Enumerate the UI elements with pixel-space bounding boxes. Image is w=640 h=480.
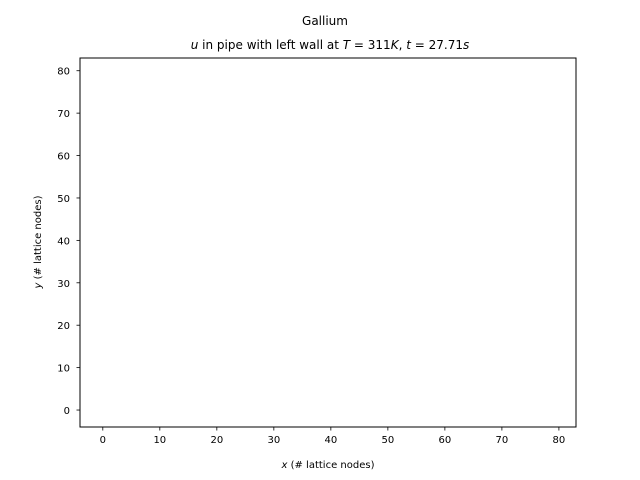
x-axis-label-variable: x <box>281 460 288 471</box>
y-axis-label-variable: y <box>33 281 44 289</box>
x-tick-label: 20 <box>210 435 223 446</box>
y-tick-label: 70 <box>57 109 70 120</box>
x-tick-label: 70 <box>496 435 509 446</box>
y-tick-label: 60 <box>57 152 70 163</box>
subtitle-separator: , <box>399 38 407 52</box>
y-tick-label: 0 <box>64 406 70 417</box>
plot-area <box>79 57 577 428</box>
y-tick-label: 30 <box>57 279 70 290</box>
y-tick-label: 50 <box>57 194 70 205</box>
y-axis-ticks: 0 10 20 30 40 50 60 70 80 <box>57 67 80 417</box>
y-axis-label-text: (# lattice nodes) <box>33 195 44 282</box>
x-tick-label: 60 <box>439 435 452 446</box>
subtitle-time-unit: s <box>463 38 469 52</box>
y-tick-label: 10 <box>57 364 70 375</box>
y-tick-label: 80 <box>57 67 70 78</box>
subtitle-time-value: = 27.71 <box>411 38 463 52</box>
x-tick-label: 50 <box>381 435 394 446</box>
y-axis-label: y (# lattice nodes) <box>33 195 44 289</box>
subtitle-variable: u <box>191 38 199 52</box>
subtitle-temperature-unit: K <box>391 38 400 52</box>
x-axis-label-text: (# lattice nodes) <box>287 460 374 471</box>
x-tick-label: 40 <box>324 435 337 446</box>
x-tick-label: 10 <box>153 435 166 446</box>
subtitle-temperature-value: = 311 <box>350 38 391 52</box>
x-axis-label: x (# lattice nodes) <box>281 460 375 471</box>
x-tick-label: 80 <box>553 435 566 446</box>
y-tick-label: 40 <box>57 236 70 247</box>
chart-subtitle: u in pipe with left wall at T = 311K, t … <box>191 38 469 52</box>
x-axis-ticks: 0 10 20 30 40 50 60 70 80 <box>100 427 566 446</box>
subtitle-temperature-symbol: T <box>343 38 352 52</box>
subtitle-middle-text: in pipe with left wall at <box>198 38 342 52</box>
chart-title: Gallium <box>302 14 348 28</box>
x-tick-label: 30 <box>267 435 280 446</box>
subtitle-time-symbol: t <box>406 38 412 52</box>
x-tick-label: 0 <box>100 435 106 446</box>
y-tick-label: 20 <box>57 321 70 332</box>
